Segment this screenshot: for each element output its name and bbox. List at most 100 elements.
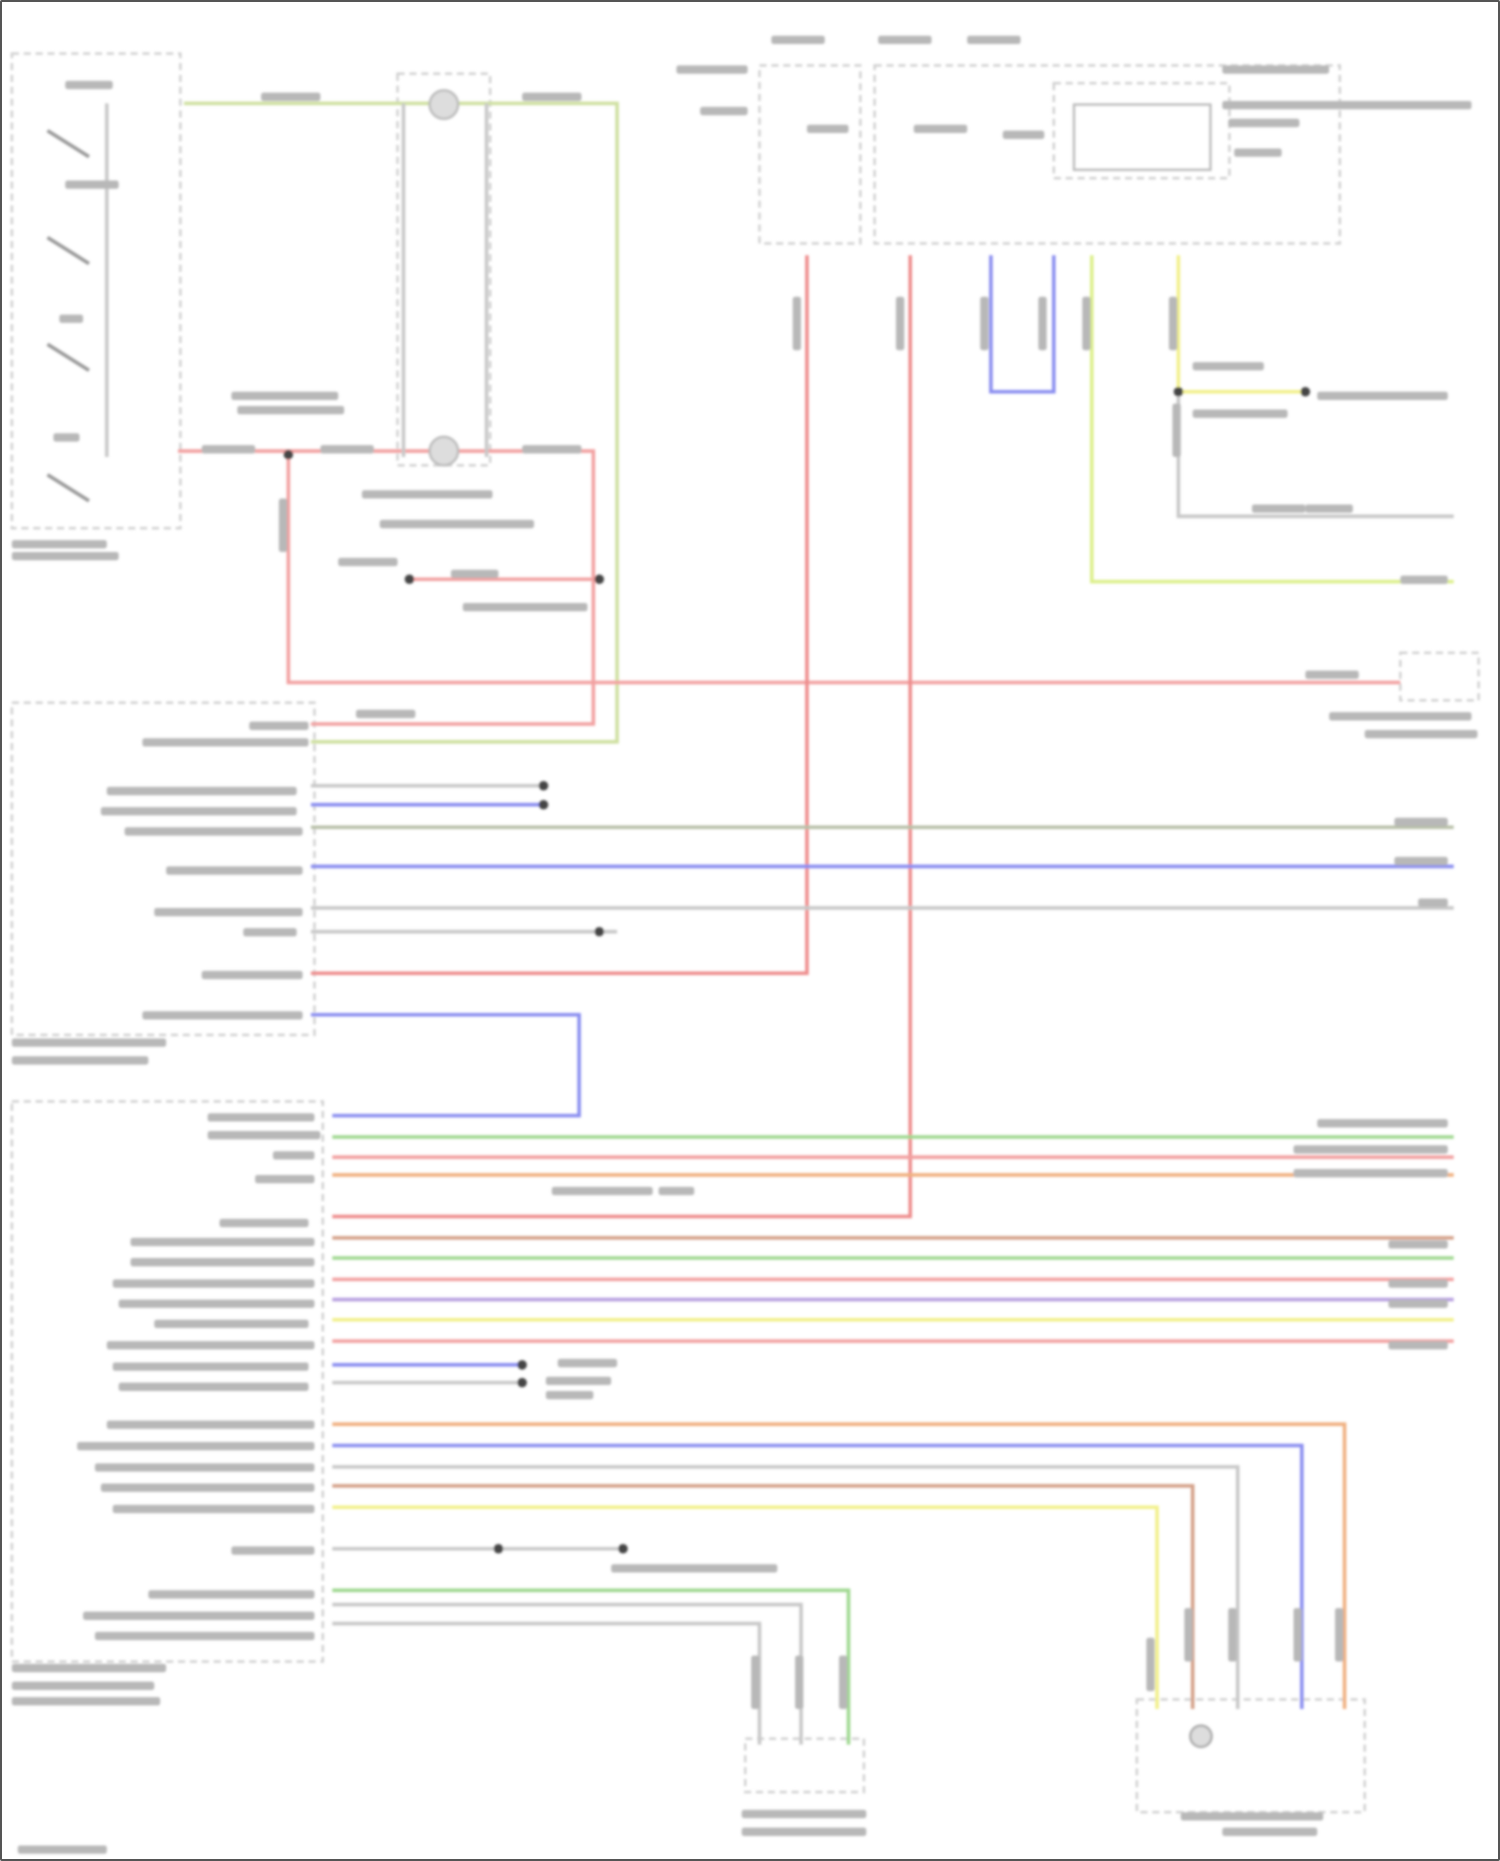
label-block bbox=[1228, 118, 1300, 128]
label-block bbox=[1418, 898, 1448, 907]
wire-yellow-green bbox=[1089, 255, 1454, 584]
wire-brown bbox=[332, 1484, 1195, 1709]
component-box bbox=[1399, 651, 1480, 702]
label-block bbox=[118, 1299, 315, 1308]
splice-dot-icon bbox=[283, 449, 294, 460]
label-block bbox=[741, 1809, 867, 1819]
label-block bbox=[112, 1504, 315, 1514]
wire-blue bbox=[989, 255, 1056, 394]
splice-dot-icon bbox=[517, 1360, 527, 1370]
label-block bbox=[795, 1655, 804, 1709]
label-block bbox=[1317, 1119, 1448, 1128]
splice-dot-icon bbox=[618, 1544, 628, 1554]
label-block bbox=[11, 1681, 155, 1690]
label-block bbox=[1251, 504, 1306, 513]
label-block bbox=[118, 1382, 309, 1391]
label-block bbox=[1364, 729, 1478, 739]
wire-pink-red bbox=[178, 449, 596, 726]
label-block bbox=[11, 540, 107, 549]
component-box bbox=[873, 64, 1341, 245]
switch-icon bbox=[46, 129, 90, 159]
wire-yellow bbox=[332, 1505, 1159, 1709]
label-block bbox=[751, 1655, 760, 1709]
label-block bbox=[11, 1056, 149, 1065]
splice-dot-icon bbox=[493, 1544, 504, 1554]
label-block bbox=[142, 738, 309, 747]
label-block bbox=[255, 1174, 315, 1184]
label-block bbox=[1293, 1608, 1302, 1662]
label-block bbox=[551, 1186, 653, 1196]
label-block bbox=[231, 391, 339, 401]
label-block bbox=[278, 498, 288, 552]
label-block bbox=[462, 602, 588, 612]
label-block bbox=[1335, 1608, 1344, 1662]
label-block bbox=[1388, 1279, 1448, 1288]
label-block bbox=[272, 1151, 315, 1160]
label-block bbox=[1184, 1608, 1193, 1662]
label-block bbox=[1305, 504, 1353, 513]
label-block bbox=[792, 296, 802, 351]
label-block bbox=[806, 124, 849, 134]
switch-icon bbox=[46, 473, 90, 503]
splice-dot-icon bbox=[594, 926, 605, 937]
label-block bbox=[130, 1258, 315, 1267]
label-block bbox=[154, 907, 303, 917]
relay-icon bbox=[1072, 103, 1212, 172]
label-block bbox=[1082, 296, 1091, 351]
label-block bbox=[1228, 1608, 1237, 1662]
label-block bbox=[913, 124, 968, 134]
label-block bbox=[112, 1279, 315, 1288]
label-block bbox=[142, 1011, 303, 1020]
component-box bbox=[1135, 1698, 1366, 1814]
clock-spring-icon bbox=[428, 435, 460, 467]
wire-gray bbox=[332, 1621, 762, 1745]
label-block bbox=[83, 1611, 315, 1620]
label-block bbox=[967, 35, 1021, 45]
label-block bbox=[237, 405, 345, 415]
label-block bbox=[1293, 1145, 1448, 1154]
component-box bbox=[10, 1100, 324, 1663]
label-block bbox=[154, 1319, 309, 1329]
wire-light-green bbox=[183, 101, 619, 744]
label-block bbox=[1394, 856, 1448, 866]
label-block bbox=[1172, 403, 1181, 458]
label-block bbox=[545, 1390, 594, 1400]
label-block bbox=[1305, 670, 1359, 679]
label-block bbox=[676, 65, 748, 74]
label-block bbox=[207, 1131, 321, 1140]
label-block bbox=[878, 35, 932, 45]
splice-dot-icon bbox=[538, 799, 549, 810]
label-block bbox=[17, 1845, 107, 1854]
label-block bbox=[106, 786, 297, 796]
label-block bbox=[59, 314, 84, 323]
label-block bbox=[106, 1341, 315, 1350]
label-block bbox=[1234, 148, 1282, 157]
label-block bbox=[658, 1186, 695, 1196]
label-block bbox=[1168, 296, 1178, 351]
label-block bbox=[243, 928, 297, 937]
component-box bbox=[10, 52, 182, 530]
label-block bbox=[545, 1376, 612, 1386]
label-block bbox=[1388, 1240, 1448, 1249]
label-block bbox=[53, 433, 80, 442]
label-block bbox=[1146, 1637, 1155, 1692]
label-block bbox=[320, 445, 374, 454]
component-box bbox=[10, 701, 316, 1037]
label-block bbox=[11, 1663, 167, 1673]
label-block bbox=[980, 296, 989, 351]
switch-icon bbox=[46, 342, 90, 372]
label-block bbox=[839, 1655, 848, 1709]
label-block bbox=[77, 1441, 315, 1451]
label-block bbox=[522, 445, 582, 454]
label-block bbox=[65, 80, 113, 90]
label-block bbox=[201, 970, 303, 980]
splice-dot-icon bbox=[1173, 386, 1184, 397]
label-block bbox=[207, 1113, 315, 1122]
label-block bbox=[261, 92, 321, 101]
label-block bbox=[94, 1631, 315, 1641]
label-block bbox=[1192, 362, 1264, 371]
label-block bbox=[1222, 100, 1472, 110]
label-block bbox=[1222, 1827, 1318, 1836]
label-block bbox=[1180, 1812, 1324, 1821]
